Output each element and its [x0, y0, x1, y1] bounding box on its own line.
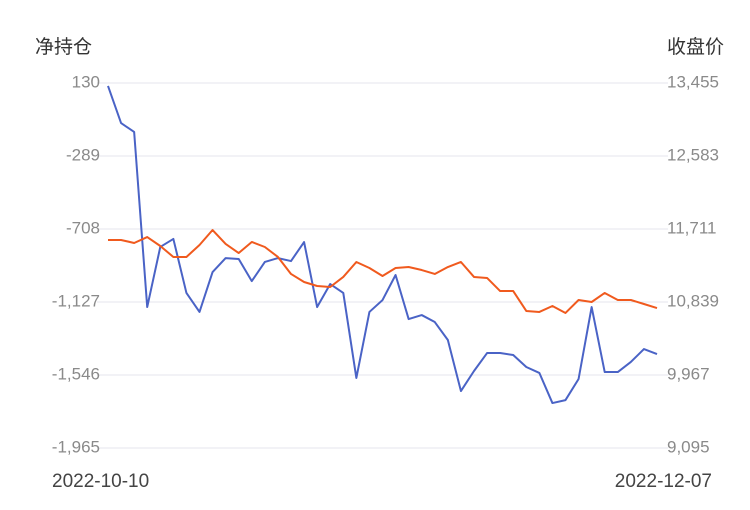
y-tick-label: -289: [66, 145, 100, 164]
y-tick-label: -708: [66, 218, 100, 237]
y2-tick-label: 13,455: [667, 72, 719, 91]
y2-tick-label: 9,967: [667, 364, 710, 383]
y2-tick-label: 9,095: [667, 437, 710, 456]
data-line: [108, 229, 658, 314]
y-axis-title: 净持仓: [35, 36, 92, 58]
data-line: [107, 85, 658, 405]
y-tick-label: -1,127: [52, 291, 100, 310]
y2-tick-label: 11,711: [667, 218, 716, 237]
y-tick-label: -1,965: [52, 437, 100, 456]
y-tick-label: 130: [72, 72, 100, 91]
x-tick-label: 2022-10-10: [52, 471, 149, 492]
y2-tick-label: 12,583: [667, 145, 719, 164]
y2-tick-label: 10,839: [667, 291, 719, 310]
x-tick-label: 2022-12-07: [615, 471, 712, 492]
y-tick-label: -1,546: [52, 364, 100, 383]
y2-axis-title: 收盘价: [667, 36, 724, 58]
